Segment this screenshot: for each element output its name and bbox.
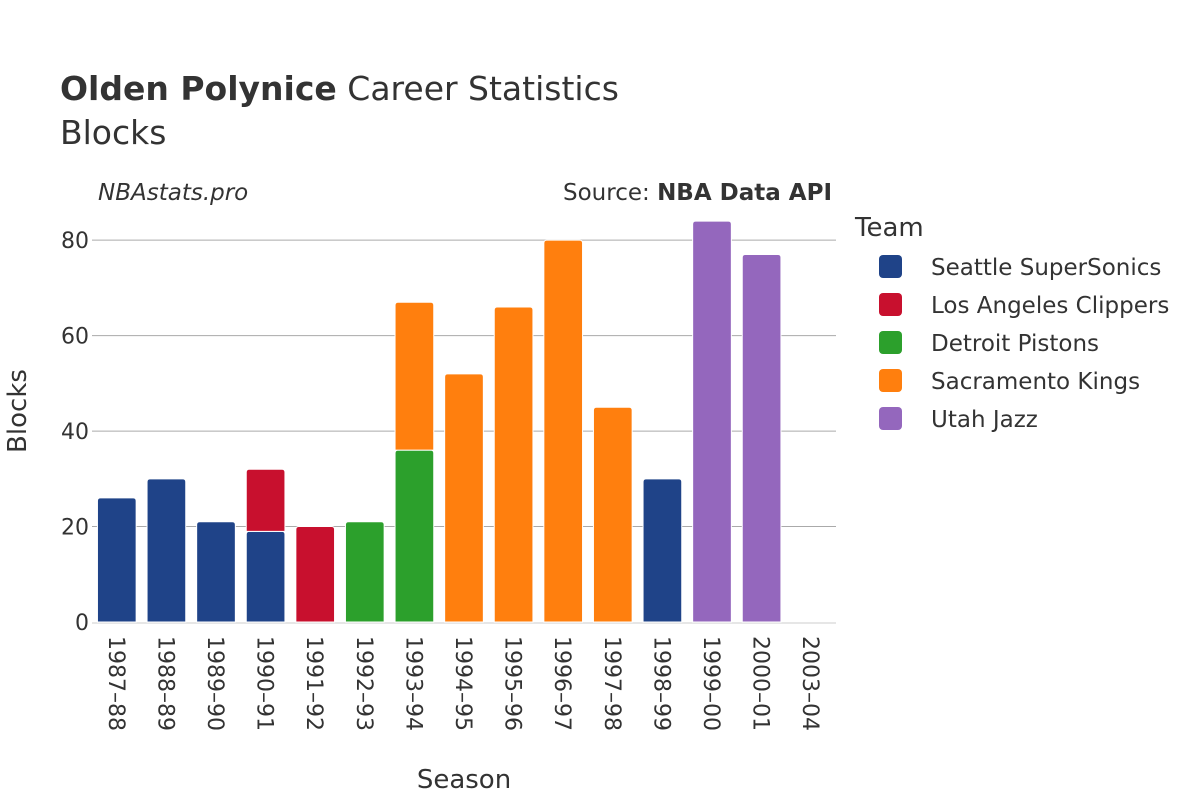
legend-swatch xyxy=(879,255,902,278)
bar-segment xyxy=(543,239,584,623)
legend-swatch xyxy=(879,331,902,354)
bar-segment xyxy=(96,497,137,623)
x-tick-label: 1994–95 xyxy=(450,636,475,731)
bar-segment xyxy=(344,521,385,623)
x-tick-label: 1997–98 xyxy=(599,636,624,731)
x-tick-label: 1992–93 xyxy=(351,636,376,731)
y-tick-label: 80 xyxy=(61,229,89,254)
bar-segment xyxy=(493,306,534,623)
x-tick-label: 1996–97 xyxy=(549,636,574,731)
bar-segment xyxy=(196,521,236,623)
chart-title-rest: Career Statistics xyxy=(347,69,619,108)
x-tick-label: 1999–00 xyxy=(698,636,723,731)
bars xyxy=(96,220,782,623)
x-axis-ticks: 1987–88 1988–89 1989–90 1990–91 1991–92 1992–… xyxy=(103,636,822,731)
x-axis-title: Season xyxy=(417,765,511,795)
legend-title: Team xyxy=(854,213,924,243)
legend-item-label: Utah Jazz xyxy=(931,407,1038,433)
y-tick-label: 0 xyxy=(75,611,89,636)
bar-segment xyxy=(642,478,683,623)
legend-swatch xyxy=(879,293,902,316)
x-tick-label: 1987–88 xyxy=(103,636,128,731)
source-name: NBA Data API xyxy=(657,180,832,206)
watermark: NBAstats.pro xyxy=(98,180,248,206)
x-tick-label: 1993–94 xyxy=(400,636,425,731)
legend-swatch xyxy=(879,407,902,430)
bar-segment xyxy=(245,530,286,623)
y-tick-label: 20 xyxy=(61,516,89,541)
x-tick-label: 1989–90 xyxy=(202,636,227,731)
legend-item-label: Seattle SuperSonics xyxy=(931,255,1161,281)
legend-item-label: Los Angeles Clippers xyxy=(931,293,1169,319)
legend-item-label: Sacramento Kings xyxy=(931,369,1140,395)
chart-title: Olden Polynice Career Statistics xyxy=(60,69,619,108)
source-credit: Source: NBA Data API xyxy=(563,180,832,206)
bar-segment xyxy=(741,254,782,623)
x-tick-label: 1995–96 xyxy=(500,636,525,731)
x-tick-label: 1991–92 xyxy=(301,636,326,731)
x-tick-label: 1988–89 xyxy=(152,636,177,731)
legend-swatch xyxy=(879,369,902,392)
bar-segment xyxy=(444,373,484,623)
legend-item-label: Detroit Pistons xyxy=(931,331,1099,357)
y-tick-label: 40 xyxy=(61,420,89,445)
bar-segment xyxy=(295,526,336,623)
bar-segment xyxy=(592,406,633,623)
x-tick-label: 2003–04 xyxy=(797,636,822,731)
bar-segment xyxy=(245,468,286,532)
y-tick-label: 60 xyxy=(61,325,89,350)
y-axis-title: Blocks xyxy=(3,369,33,453)
bar-segment xyxy=(394,449,435,623)
chart-subtitle: Blocks xyxy=(60,113,166,152)
legend: Team Seattle SuperSonics Los Angeles Clip… xyxy=(854,213,1169,433)
x-tick-label: 1998–99 xyxy=(648,636,673,731)
chart-title-player: Olden Polynice xyxy=(60,69,337,108)
y-axis-ticks: 0 20 40 60 80 xyxy=(61,229,89,636)
source-prefix: Source: xyxy=(563,180,657,206)
bar-segment xyxy=(394,301,435,451)
x-tick-label: 1990–91 xyxy=(252,636,277,731)
bar-segment xyxy=(692,220,732,623)
x-tick-label: 2000–01 xyxy=(748,636,773,731)
bar-segment xyxy=(146,478,187,623)
